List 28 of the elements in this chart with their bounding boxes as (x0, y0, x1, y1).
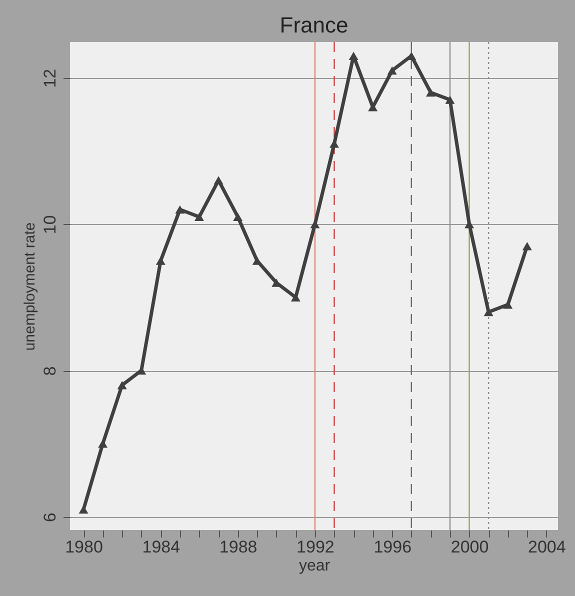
point (252, 256, 262, 265)
point (233, 212, 243, 221)
point (522, 242, 532, 250)
y-axis-title: unemployment rate (22, 222, 38, 351)
x-tick-label: 2004 (528, 538, 566, 556)
y-tick-label: 12 (40, 68, 60, 88)
x-tick-label: 1996 (374, 538, 412, 556)
point (117, 381, 127, 390)
point (194, 212, 204, 221)
x-tick-label: 1988 (219, 538, 258, 556)
x-tick-label: 2000 (450, 538, 489, 556)
x-axis-title: year (298, 558, 331, 574)
x-tick-label: 1980 (65, 538, 103, 556)
chart-title: France (280, 12, 348, 38)
point (156, 256, 166, 265)
point (175, 205, 185, 214)
point (98, 440, 108, 448)
point (426, 88, 436, 97)
y-tick-label: 6 (40, 512, 60, 522)
x-tick-label: 1992 (296, 538, 334, 556)
point (503, 300, 513, 309)
point (445, 96, 455, 104)
point (348, 52, 358, 60)
y-tick-label: 10 (40, 215, 60, 234)
point (387, 66, 397, 75)
y-tick-label: 8 (40, 366, 60, 376)
point (214, 176, 224, 184)
x-tick-label: 1984 (142, 538, 180, 556)
